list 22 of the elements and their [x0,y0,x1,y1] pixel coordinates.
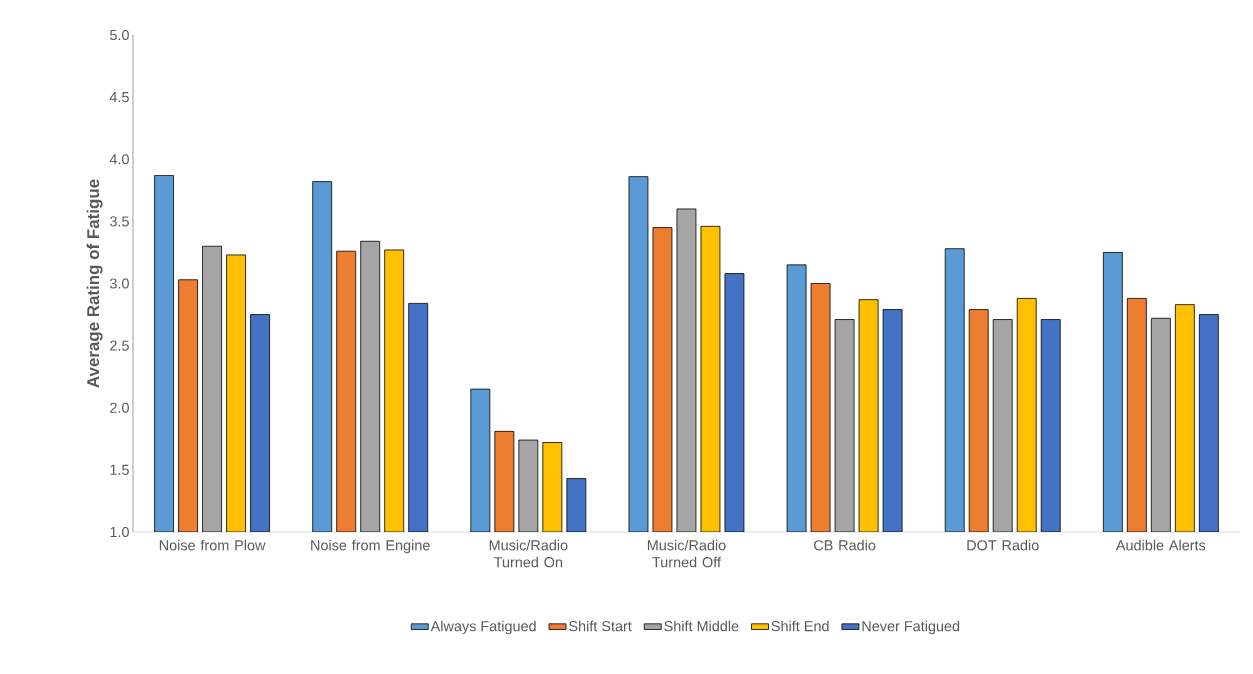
x-tick-label: Noise from Plow [159,539,266,551]
x-tick-label: Noise from Engine [311,539,430,554]
x-tick-label: CB Radio [814,539,876,551]
x-tick-label: Audible Alerts [1115,539,1206,551]
x-tick-label: Music/Radio Turned On [489,539,568,568]
legend-label: Shift Start [569,620,632,632]
legend-label: Shift End [771,620,829,632]
legend-label: Always Fatigued [430,620,536,635]
y-tick-label: 3.0 [109,278,129,289]
y-tick-label: 5.0 [109,29,129,41]
y-tick-label: 1.0 [110,526,129,538]
legend-label: Never Fatigued [862,620,960,635]
y-tick-label: 2.0 [110,402,129,413]
legend-label: Shift Middle [664,620,739,632]
y-axis-title: Average Rating of Fatigue [86,179,103,388]
y-tick-label: 4.0 [109,154,129,165]
y-tick-label: 2.5 [110,340,129,351]
y-tick-label: 4.5 [109,92,129,103]
x-tick-label: DOT Radio [967,539,1039,551]
x-tick-label: Music/Radio Turned Off [647,539,726,568]
y-tick-label: 1.5 [110,464,129,475]
y-tick-label: 3.5 [109,216,129,227]
